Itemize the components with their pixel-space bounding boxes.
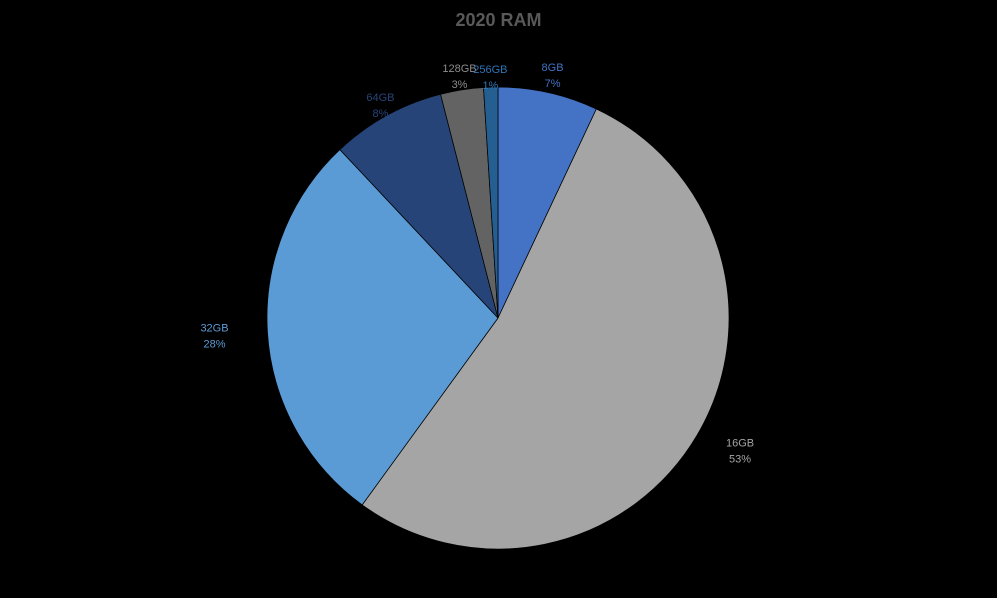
slice-label-64gb: 64GB (366, 92, 394, 104)
slice-label-32gb: 32GB (200, 322, 228, 334)
slice-label-256gb: 256GB (473, 64, 507, 76)
slice-label-128gb: 128GB (442, 63, 476, 75)
pie-slice-8gb (497, 86, 597, 319)
pie-slice-256gb (483, 86, 499, 319)
pie-slice-64gb (339, 93, 499, 319)
pie-slice-16gb (361, 108, 730, 550)
slice-percent-8gb: 7% (545, 78, 561, 90)
slice-percent-256gb: 1% (482, 80, 498, 92)
pie-slice-32gb (266, 149, 499, 506)
chart-title: 2020 RAM (455, 10, 542, 30)
slice-label-16gb: 16GB (726, 437, 754, 449)
slice-percent-128gb: 3% (452, 79, 468, 91)
slice-percent-32gb: 28% (204, 338, 226, 350)
slice-percent-64gb: 8% (372, 108, 388, 120)
slice-percent-16gb: 53% (729, 453, 751, 465)
slice-label-8gb: 8GB (542, 62, 564, 74)
